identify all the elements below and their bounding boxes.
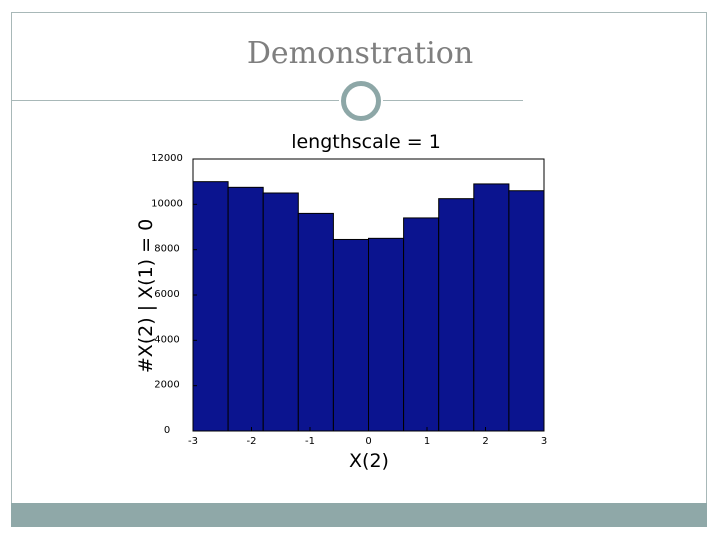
histogram-bar bbox=[438, 198, 475, 432]
histogram-bar bbox=[262, 192, 299, 432]
x-tick-label: 1 bbox=[424, 436, 430, 447]
histogram-bar bbox=[368, 237, 405, 432]
histogram-bar bbox=[192, 181, 229, 432]
y-tick-label: 4000 bbox=[154, 334, 179, 345]
y-tick-label: 2000 bbox=[154, 380, 179, 391]
y-tick-label: 12000 bbox=[151, 153, 183, 164]
histogram-bar bbox=[332, 238, 369, 432]
y-ticks: 0 2000 4000 6000 8000 10000 12000 bbox=[151, 153, 197, 436]
x-tick-label: 3 bbox=[541, 436, 547, 447]
bottom-accent-band bbox=[11, 503, 707, 527]
slide-title: Demonstration bbox=[246, 36, 474, 71]
histogram-bar bbox=[227, 186, 264, 432]
x-axis-label: X(2) bbox=[349, 450, 389, 472]
histogram-bar bbox=[403, 217, 440, 432]
x-tick-label: -1 bbox=[305, 436, 315, 447]
y-tick-label: 10000 bbox=[151, 198, 183, 209]
title-rule-right bbox=[383, 100, 523, 101]
circle-ornament-icon bbox=[341, 81, 381, 121]
chart-title: lengthscale = 1 bbox=[291, 131, 441, 153]
histogram-bar bbox=[508, 190, 545, 432]
y-tick-label: 6000 bbox=[154, 289, 179, 300]
x-tick-label: -3 bbox=[188, 436, 198, 447]
x-tick-label: 2 bbox=[482, 436, 488, 447]
title-rule-left bbox=[11, 100, 339, 101]
y-tick-label: 8000 bbox=[154, 244, 179, 255]
histogram-bar bbox=[473, 183, 510, 432]
x-ticks: -3 -2 -1 0 1 2 3 bbox=[188, 427, 547, 447]
x-tick-label: 0 bbox=[365, 436, 371, 447]
y-axis-label: #X(2) | X(1) = 0 bbox=[135, 219, 157, 373]
x-tick-label: -2 bbox=[247, 436, 257, 447]
bar-group bbox=[192, 181, 545, 432]
histogram-bar bbox=[297, 212, 334, 432]
y-tick-label: 0 bbox=[164, 425, 170, 436]
